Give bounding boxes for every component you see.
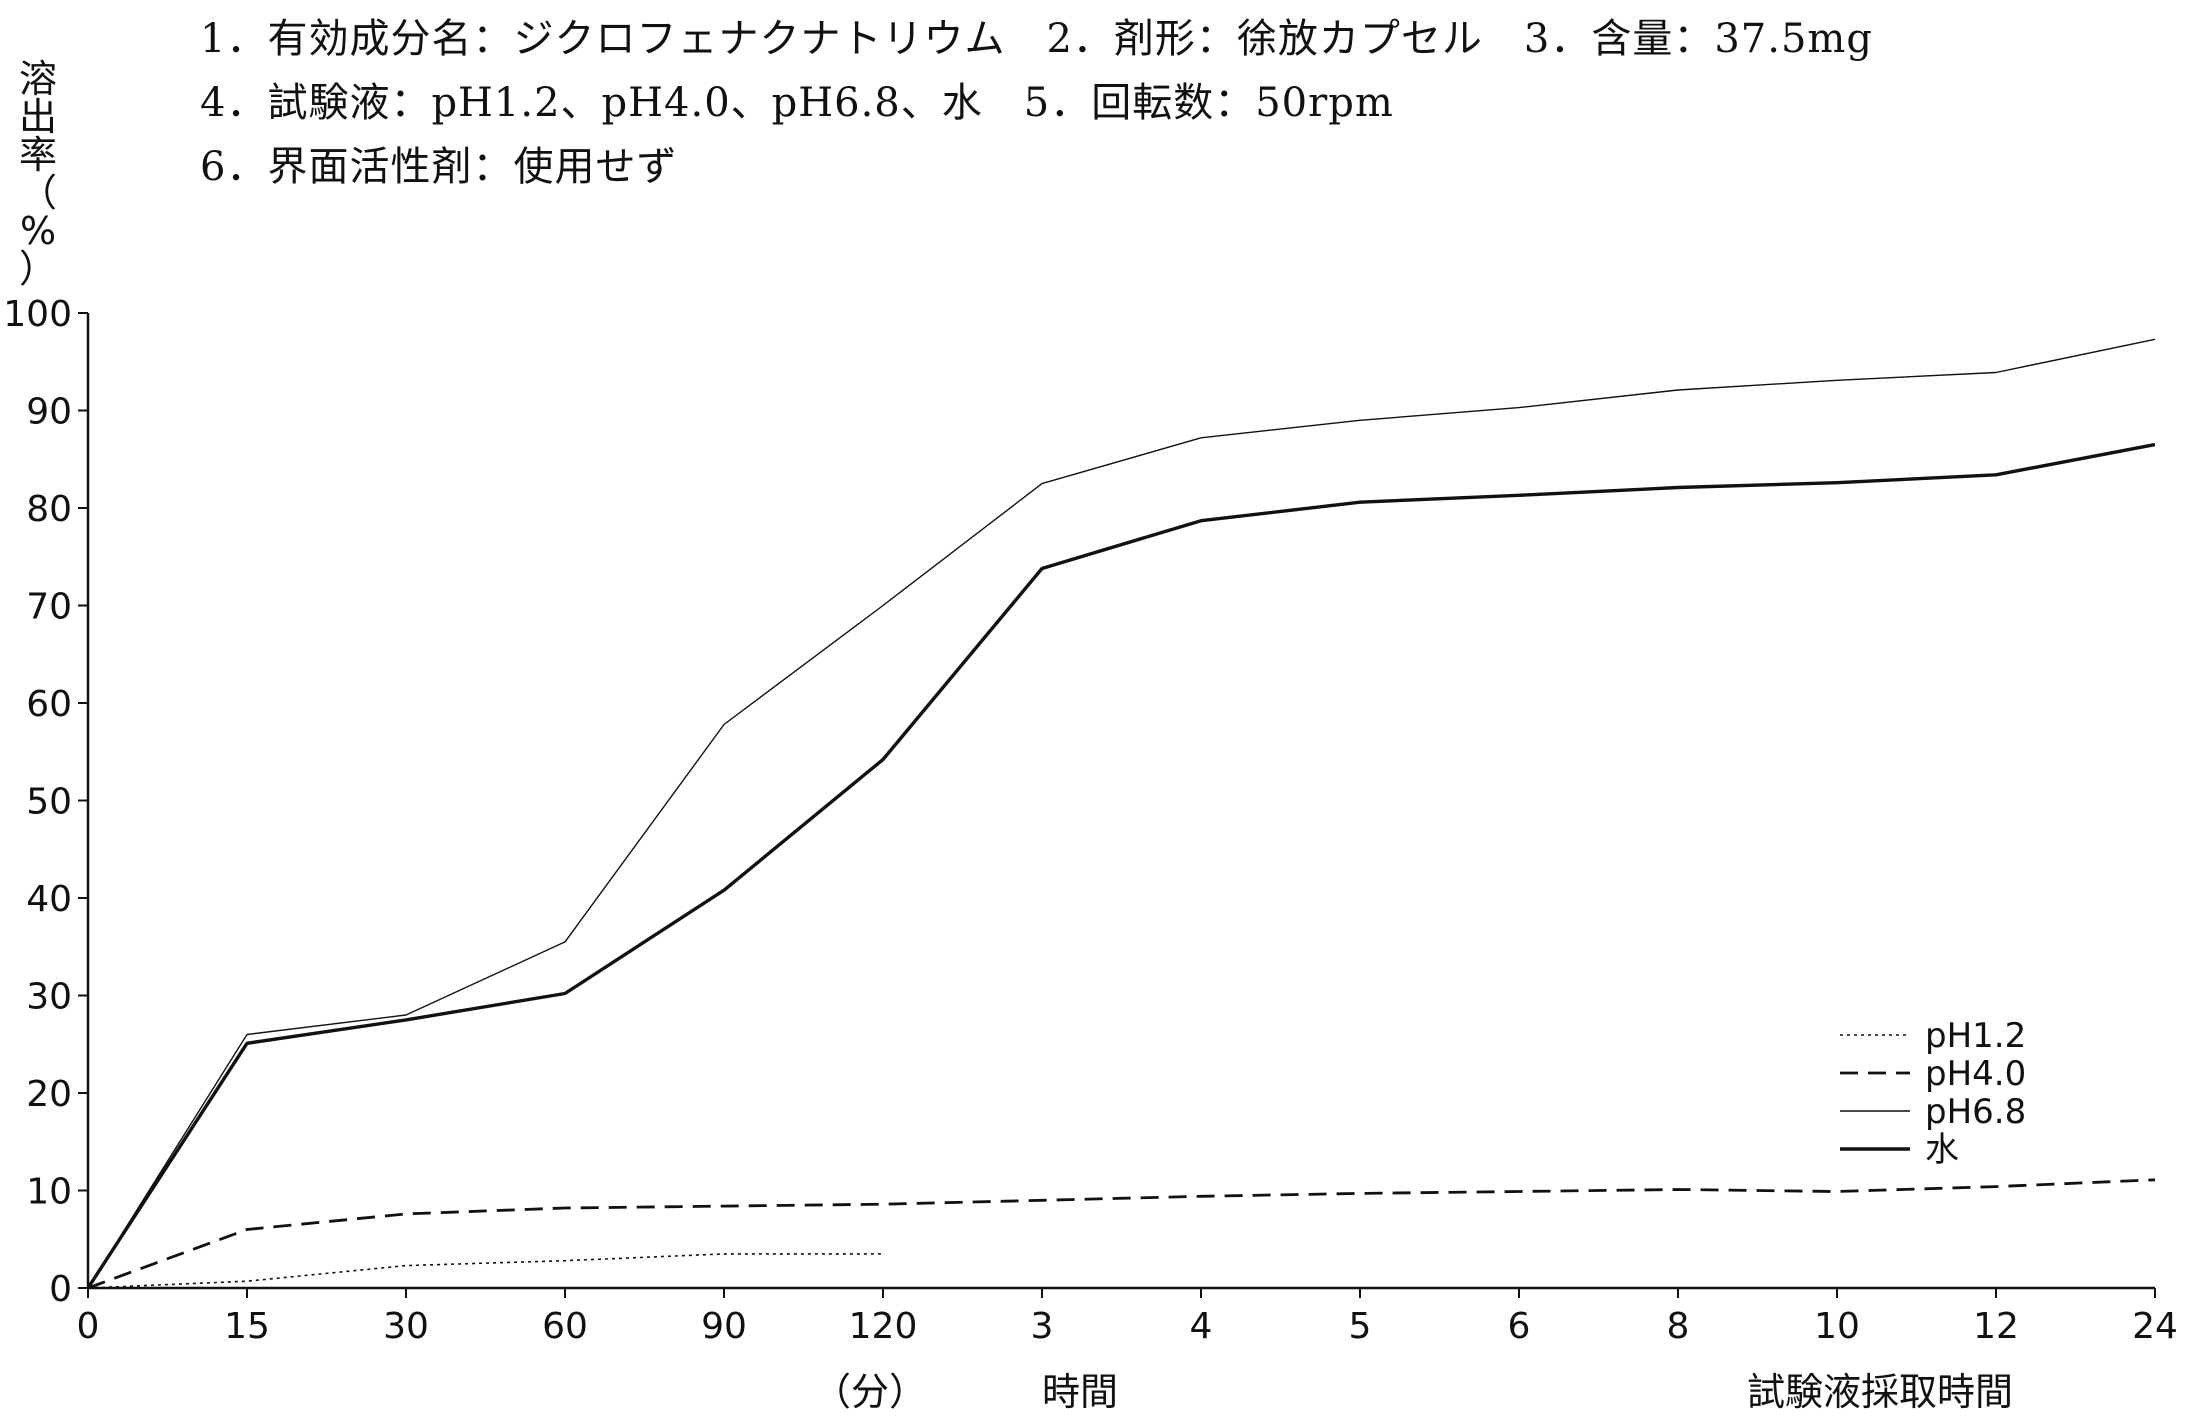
x-tick-label: 8 bbox=[1667, 1306, 1690, 1347]
y-axis-label-char: （ bbox=[19, 171, 57, 215]
x-unit-minutes-label: （分） bbox=[813, 1370, 927, 1414]
y-tick-label: 70 bbox=[26, 587, 72, 628]
series-line-thin bbox=[87, 338, 2156, 1289]
x-tick-label: 120 bbox=[849, 1306, 918, 1347]
x-ticks: 0 15 30 60 90 120 3 4 5 6 8 10 12 24 bbox=[77, 1288, 2178, 1347]
x-axis-labels: （分） 時間 試験液採取時間 bbox=[813, 1370, 2013, 1414]
x-tick-label: 0 bbox=[77, 1306, 100, 1347]
test-condition-line-2: 4．試験液：pH1.2、pH4.0、pH6.8、水 5．回転数：50rpm bbox=[200, 80, 1394, 126]
x-tick-label: 60 bbox=[542, 1306, 588, 1347]
x-tick-label: 90 bbox=[701, 1306, 747, 1347]
test-condition-line-1: 1．有効成分名：ジクロフェナクナトリウム 2．剤形：徐放カプセル 3．含量：37… bbox=[200, 16, 1873, 62]
y-tick-label: 80 bbox=[26, 489, 72, 530]
legend-label: pH4.0 bbox=[1925, 1054, 2026, 1094]
series-lines bbox=[86, 338, 2156, 1290]
y-tick-label: 0 bbox=[49, 1269, 72, 1310]
series-line-dotted bbox=[87, 1253, 883, 1289]
y-ticks: 0 10 20 30 40 50 60 70 80 90 100 bbox=[3, 294, 88, 1310]
legend-label: pH6.8 bbox=[1925, 1092, 2026, 1132]
y-axis-label-char: ） bbox=[19, 247, 57, 291]
y-axis-label-char: 出 bbox=[19, 95, 57, 139]
legend-label: 水 bbox=[1925, 1130, 1959, 1170]
y-tick-label: 10 bbox=[26, 1172, 72, 1213]
y-axis-label-char: 溶 bbox=[19, 57, 57, 101]
y-tick-label: 60 bbox=[26, 684, 72, 725]
y-axis-label: 溶出率（%） bbox=[19, 57, 57, 291]
test-condition-line-3: 6．界面活性剤：使用せず bbox=[200, 144, 678, 190]
y-tick-label: 40 bbox=[26, 879, 72, 920]
legend-label: pH1.2 bbox=[1925, 1016, 2026, 1056]
x-axis-title: 試験液採取時間 bbox=[1747, 1370, 2013, 1414]
x-tick-label: 10 bbox=[1814, 1306, 1860, 1347]
y-axis-label-char: 率 bbox=[19, 133, 57, 177]
series-line-thick bbox=[86, 442, 2156, 1289]
x-tick-label: 30 bbox=[383, 1306, 429, 1347]
y-tick-label: 100 bbox=[3, 294, 72, 335]
axes bbox=[86, 313, 2155, 1290]
y-axis-label-char: % bbox=[20, 209, 56, 253]
x-tick-label: 3 bbox=[1031, 1306, 1054, 1347]
y-tick-label: 20 bbox=[26, 1074, 72, 1115]
x-tick-label: 5 bbox=[1349, 1306, 1372, 1347]
series-line-dashed bbox=[87, 1178, 2156, 1290]
x-tick-label: 6 bbox=[1508, 1306, 1531, 1347]
x-tick-label: 24 bbox=[2132, 1306, 2178, 1347]
y-tick-label: 50 bbox=[26, 782, 72, 823]
x-tick-label: 12 bbox=[1973, 1306, 2019, 1347]
x-tick-label: 15 bbox=[224, 1306, 270, 1347]
y-tick-label: 90 bbox=[26, 392, 72, 433]
x-unit-hours-label: 時間 bbox=[1042, 1370, 1118, 1414]
y-tick-label: 30 bbox=[26, 977, 72, 1018]
x-tick-label: 4 bbox=[1190, 1306, 1213, 1347]
